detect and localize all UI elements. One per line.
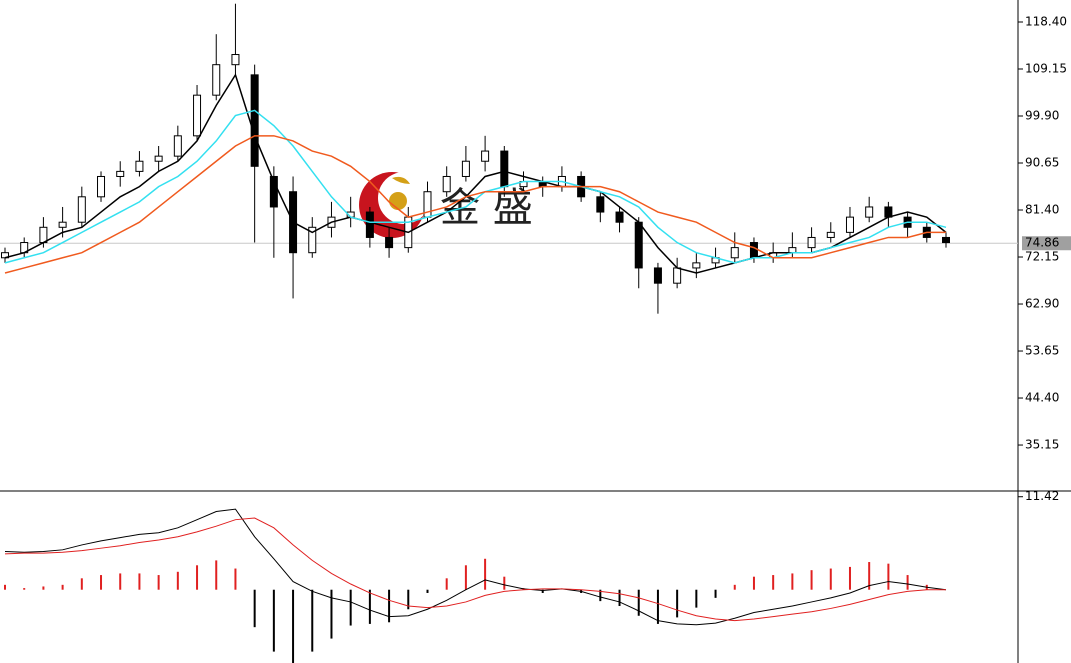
y-tick-label: 118.40	[1025, 15, 1067, 29]
y-tick-label: 109.15	[1025, 62, 1067, 76]
candle-body	[692, 262, 701, 269]
candle-body	[615, 211, 624, 223]
candle-body	[634, 221, 643, 269]
candle-body	[58, 221, 67, 228]
dea-line	[4, 517, 946, 622]
y-tick-label: 44.40	[1025, 391, 1059, 405]
y-tick-label: 90.65	[1025, 156, 1059, 170]
y-tick-label: 35.15	[1025, 438, 1059, 452]
last-price-box	[1022, 236, 1071, 251]
candle-body	[673, 267, 682, 284]
y-tick-label: 81.40	[1025, 203, 1059, 217]
ma-line	[4, 73, 947, 274]
candle-body	[884, 206, 893, 218]
candle-body	[826, 231, 835, 238]
candle-body	[461, 160, 470, 177]
candle-body	[942, 236, 950, 244]
candle-body	[116, 170, 125, 177]
candle-body	[845, 216, 854, 233]
candle-body	[730, 247, 739, 259]
y-tick-label: 53.65	[1025, 344, 1059, 358]
candle-body	[653, 267, 662, 284]
y-tick-label: 72.15	[1025, 250, 1059, 264]
candle-body	[269, 175, 278, 208]
candle-body	[77, 196, 86, 223]
candle-body	[250, 74, 259, 167]
candle-body	[193, 94, 202, 137]
candle-body	[97, 175, 106, 198]
candle-body	[231, 54, 240, 66]
candle-body	[135, 160, 144, 172]
candle-body	[442, 175, 451, 193]
candle-body	[173, 135, 182, 157]
candle-body	[865, 206, 874, 218]
last-price-label: 74.86	[1025, 236, 1059, 250]
y-tick-label: 11.42	[1025, 489, 1059, 503]
ma-line	[4, 109, 947, 264]
y-tick-label: 62.90	[1025, 297, 1059, 311]
candle-body	[154, 155, 163, 162]
watermark-text: 金 盛	[440, 185, 533, 231]
candle-body	[385, 236, 394, 249]
ma-line	[4, 135, 946, 274]
candle-body	[481, 150, 490, 162]
candle-body	[308, 226, 317, 254]
candle-body	[596, 196, 605, 213]
candle-body	[1, 252, 9, 259]
dif-line	[4, 508, 947, 626]
candle-body	[212, 64, 221, 96]
candle-body	[749, 242, 758, 259]
y-tick-label: 99.90	[1025, 109, 1059, 123]
candle-body	[39, 226, 48, 244]
candle-body	[500, 150, 509, 188]
candle-body	[788, 247, 797, 254]
candle-body	[365, 211, 374, 238]
candle-body	[807, 236, 816, 249]
